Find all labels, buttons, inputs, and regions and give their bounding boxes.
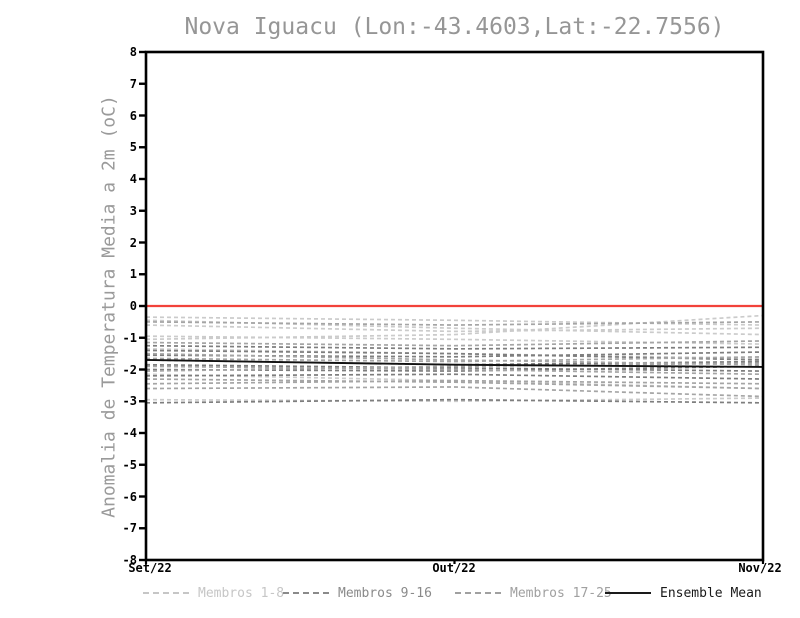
legend-label: Membros 9-16 [338, 585, 432, 601]
x-tick-label-nov22: Nov/22 [738, 561, 782, 575]
solid-line-sample-icon [605, 592, 651, 594]
y-tick-label: 3 [129, 203, 137, 218]
y-tick-label: 1 [129, 267, 137, 282]
member-trace [145, 351, 764, 358]
legend-entry-membros-17-25: Membros 17-25 [455, 585, 612, 601]
y-tick-label: -5 [122, 457, 137, 472]
member-trace [145, 362, 764, 372]
dashed-line-sample-icon [143, 592, 189, 594]
ensemble-mean-line [145, 359, 764, 368]
member-trace [145, 321, 764, 326]
member-trace [145, 379, 764, 385]
member-trace [145, 344, 764, 350]
dashed-line-sample-icon [283, 592, 329, 594]
legend-label: Membros 1-8 [198, 585, 285, 601]
y-tick-label: 6 [129, 108, 137, 123]
y-tick-label: -6 [122, 489, 137, 504]
member-trace [145, 365, 764, 376]
member-trace [145, 319, 764, 336]
member-trace [145, 324, 764, 333]
member-trace [145, 398, 764, 404]
dashed-line-sample-icon [455, 592, 501, 594]
member-trace [145, 397, 764, 403]
y-tick-label: 7 [129, 76, 137, 91]
member-trace [145, 365, 764, 372]
legend-label: Ensemble Mean [660, 585, 762, 601]
x-tick-label-out22: Out/22 [432, 561, 476, 575]
chart-title: Nova Iguacu (Lon:-43.4603,Lat:-22.7556) [184, 14, 725, 40]
y-tick-label: 8 [129, 45, 137, 59]
x-tick-label-set22: Set/22 [128, 561, 172, 575]
member-trace [145, 316, 764, 326]
member-trace [145, 352, 764, 366]
y-tick-label: -2 [122, 362, 137, 377]
legend-entry-ensemble-mean: Ensemble Mean [605, 585, 762, 601]
member-trace [145, 363, 764, 372]
y-tick-label: -8 [122, 553, 137, 567]
member-trace [145, 378, 764, 390]
y-tick-label: -1 [122, 330, 137, 345]
member-trace [145, 314, 764, 341]
member-trace [145, 355, 764, 363]
y-tick-label: 5 [129, 140, 137, 155]
legend-entry-membros-1-8: Membros 1-8 [143, 585, 284, 601]
y-tick-label: -7 [122, 521, 137, 536]
legend-entry-membros-9-16: Membros 9-16 [283, 585, 432, 601]
y-tick-label: -3 [122, 394, 137, 409]
member-trace [145, 373, 764, 380]
member-trace [145, 386, 764, 398]
y-tick-label: -4 [122, 426, 137, 440]
chart-legend: Membros 1-8 Membros 9-16 Membros 17-25 E… [0, 585, 800, 605]
y-tick-label: 2 [129, 235, 137, 250]
member-trace [145, 340, 764, 347]
y-tick-label: 0 [129, 299, 137, 313]
legend-label: Membros 17-25 [510, 585, 612, 601]
y-tick-label: 4 [129, 172, 137, 186]
